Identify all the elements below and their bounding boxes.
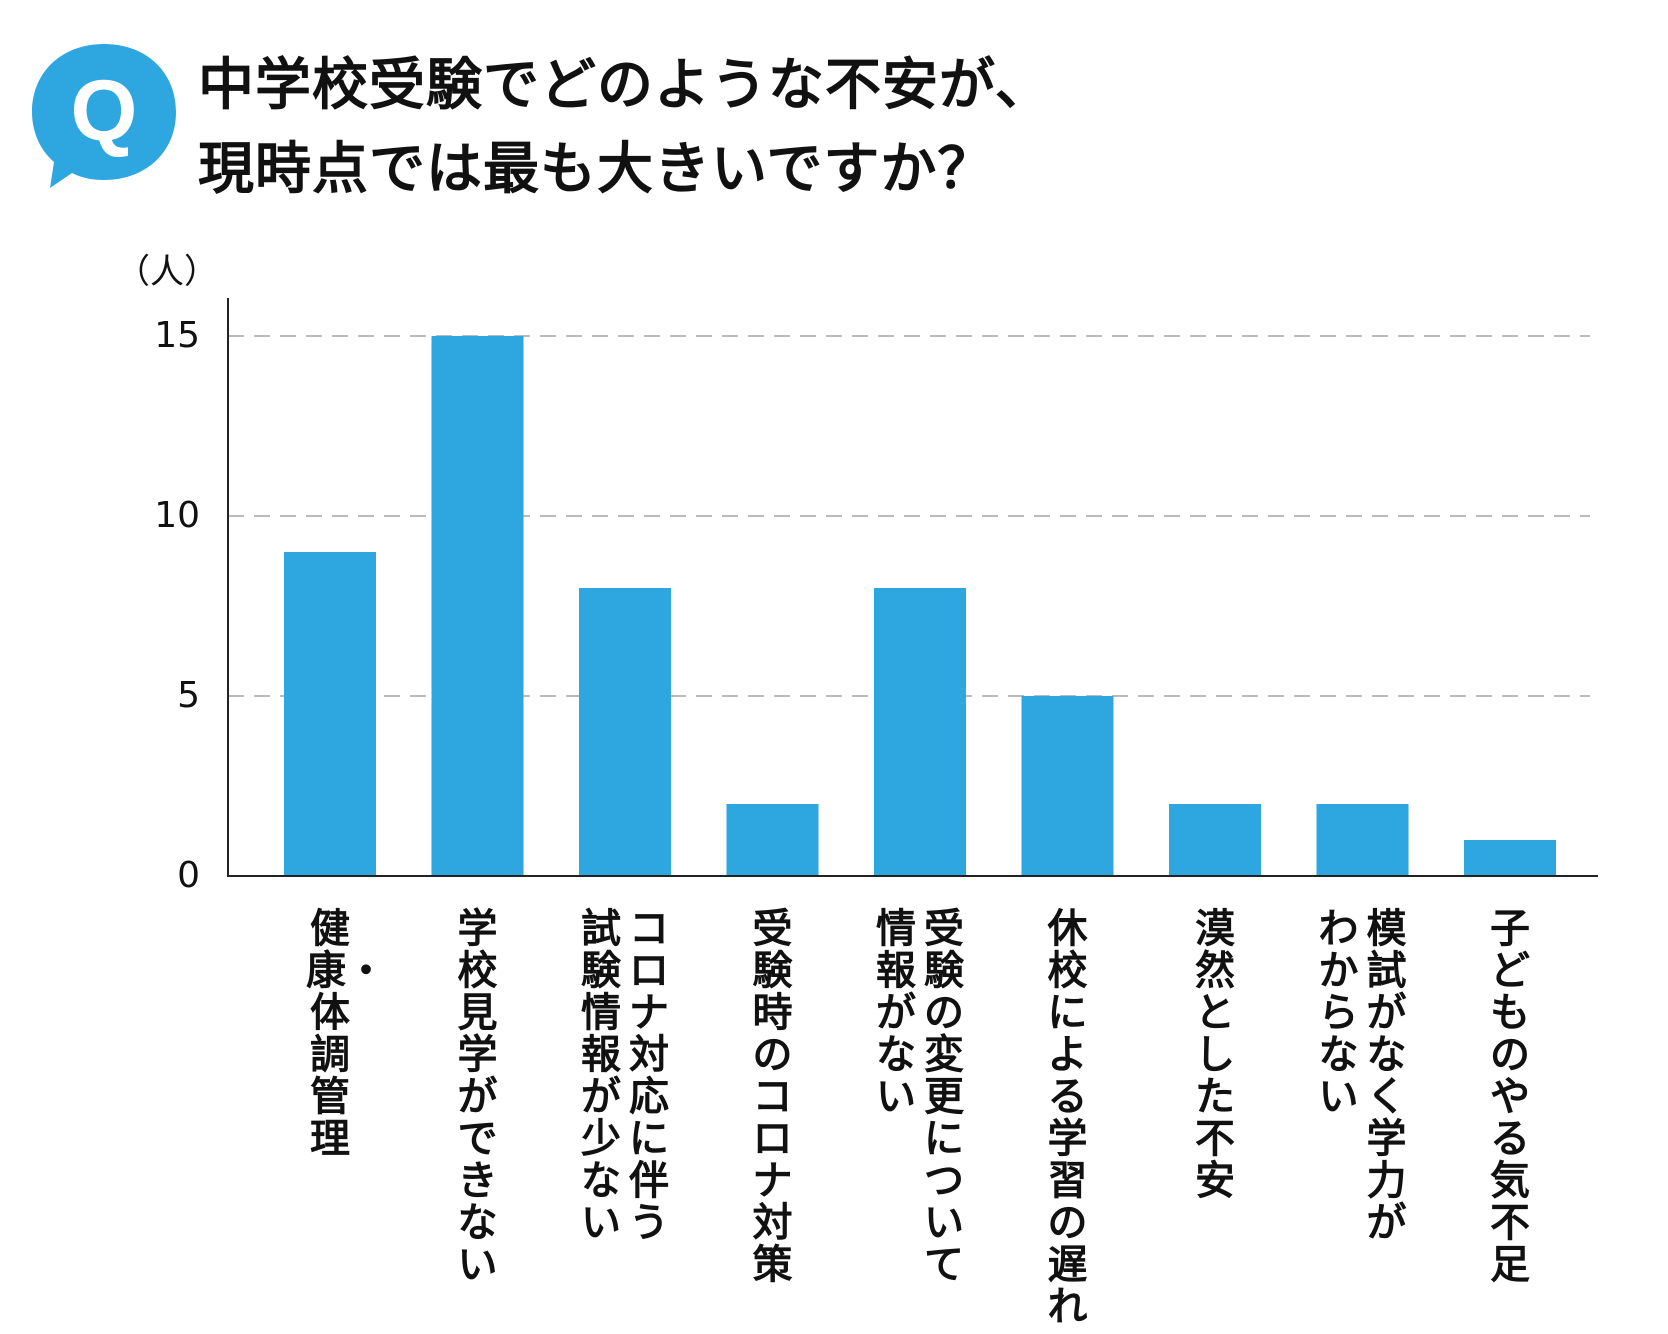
y-tick-label: 0	[177, 855, 200, 896]
y-tick-label: 15	[154, 315, 200, 356]
x-category-label: 漠然とした不安	[1195, 906, 1235, 1204]
y-unit-label: （人）	[116, 252, 218, 292]
y-tick-label: 5	[177, 675, 200, 716]
x-category-label: 子どものやる気不足	[1490, 906, 1530, 1288]
x-category-label: 健康・体調管理	[306, 906, 386, 1162]
question-letter: Q	[71, 63, 138, 159]
bar-7	[1169, 804, 1261, 876]
x-category-label: わからない	[1318, 906, 1359, 1120]
title-line-2: 現時点では最も大きいですか？	[198, 137, 995, 202]
bar-2	[431, 336, 524, 876]
bar-9	[1464, 840, 1556, 876]
chart-title: 中学校受験でどのような不安が、 現時点では最も大きいですか？	[198, 44, 1052, 212]
x-category-label: 学校見学ができない	[457, 906, 498, 1288]
bar-8	[1316, 804, 1409, 876]
x-category-label: 模試がなく学力が	[1366, 906, 1407, 1246]
x-category-label: コロナ対応に伴う	[629, 906, 669, 1246]
x-category-label: 受験時のコロナ対策	[752, 906, 793, 1288]
x-category-label: 休校による学習の遅れ	[1047, 906, 1088, 1330]
x-category-label: 情報がない	[876, 906, 916, 1120]
bar-3	[579, 588, 671, 876]
question-icon: Q	[32, 44, 176, 188]
x-category-label: 受験の変更について	[924, 906, 964, 1288]
title-line-1: 中学校受験でどのような不安が、	[198, 53, 1052, 118]
y-tick-label: 10	[154, 495, 200, 536]
bar-6	[1021, 696, 1114, 876]
bar-5	[874, 588, 966, 876]
x-category-label: 試験情報が少ない	[581, 906, 621, 1246]
bar-4	[726, 804, 819, 876]
bar-1	[284, 552, 376, 876]
